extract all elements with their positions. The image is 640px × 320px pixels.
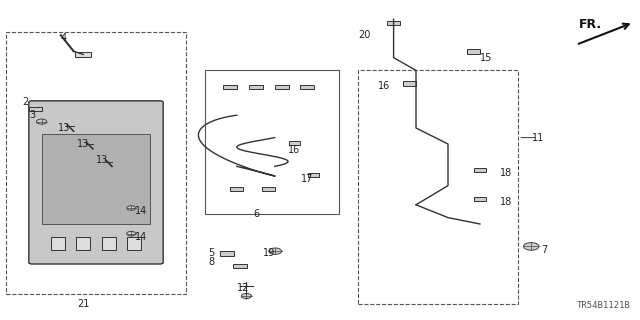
Bar: [403, 82, 416, 86]
Bar: [467, 50, 480, 54]
Bar: [223, 84, 237, 89]
Text: 15: 15: [480, 52, 493, 63]
Text: 19: 19: [262, 248, 275, 258]
Bar: [42, 134, 150, 224]
Bar: [233, 264, 247, 268]
Bar: [262, 187, 275, 191]
Text: 18: 18: [499, 168, 512, 178]
Bar: [474, 168, 486, 172]
Text: 4: 4: [61, 33, 67, 44]
Text: 20: 20: [358, 30, 371, 40]
Circle shape: [524, 243, 539, 250]
Bar: [51, 237, 65, 250]
Bar: [358, 70, 518, 304]
Text: TR54B1121B: TR54B1121B: [577, 301, 630, 310]
Text: 2: 2: [22, 97, 29, 108]
Bar: [249, 84, 263, 89]
Text: 3: 3: [29, 110, 35, 120]
Text: 21: 21: [77, 299, 90, 309]
Bar: [289, 141, 300, 145]
Text: 5: 5: [208, 248, 214, 258]
Bar: [275, 84, 289, 89]
Text: 12: 12: [237, 283, 250, 293]
Text: 6: 6: [253, 209, 259, 220]
Bar: [308, 173, 319, 177]
Circle shape: [241, 293, 252, 299]
Text: 11: 11: [531, 132, 544, 143]
Bar: [127, 237, 141, 250]
Circle shape: [269, 248, 282, 254]
Text: 13: 13: [96, 155, 109, 165]
Text: 8: 8: [208, 257, 214, 268]
Text: 17: 17: [301, 174, 314, 184]
Bar: [205, 70, 339, 214]
Circle shape: [127, 231, 136, 236]
Text: 16: 16: [288, 145, 301, 156]
Circle shape: [127, 206, 136, 210]
Text: 13: 13: [77, 139, 90, 149]
Text: 18: 18: [499, 196, 512, 207]
Text: 14: 14: [134, 232, 147, 242]
Bar: [387, 21, 400, 25]
Text: 13: 13: [58, 123, 70, 133]
FancyBboxPatch shape: [29, 101, 163, 264]
Text: 14: 14: [134, 206, 147, 216]
Bar: [300, 84, 314, 89]
Bar: [220, 251, 234, 256]
Bar: [76, 52, 92, 57]
Bar: [230, 187, 243, 191]
Bar: [102, 237, 116, 250]
Circle shape: [36, 119, 47, 124]
Bar: [29, 107, 42, 111]
Bar: [76, 237, 90, 250]
Text: 16: 16: [378, 81, 390, 92]
Text: 7: 7: [541, 244, 547, 255]
Bar: [474, 197, 486, 201]
Text: FR.: FR.: [579, 18, 602, 30]
Bar: [6, 32, 186, 294]
